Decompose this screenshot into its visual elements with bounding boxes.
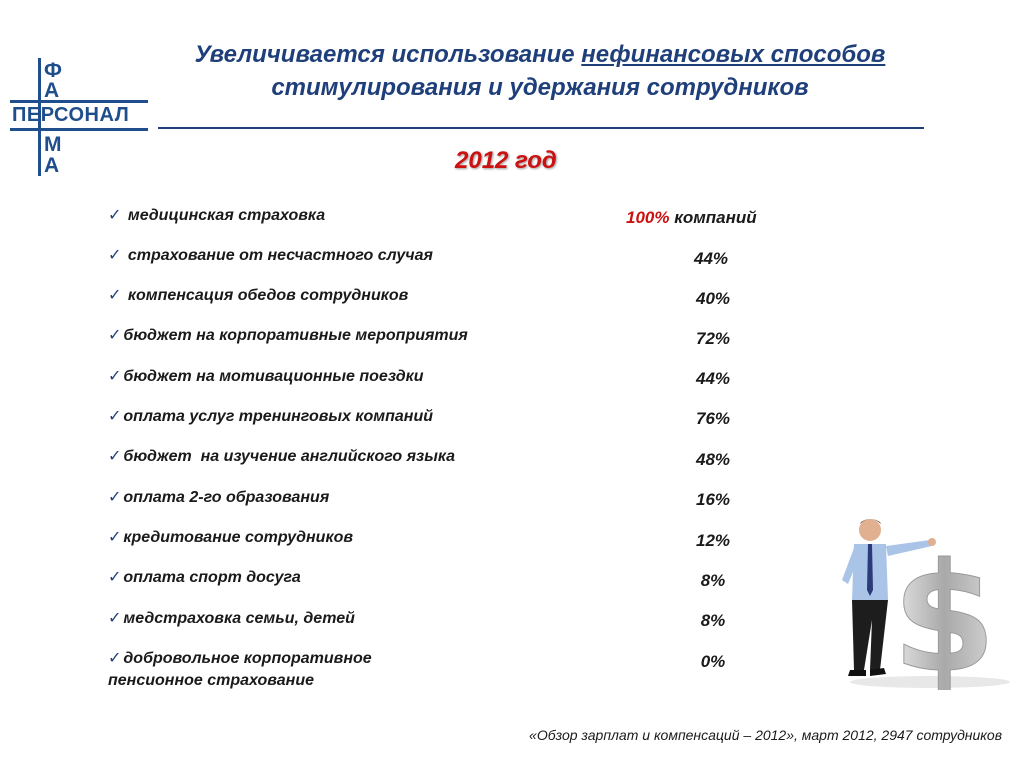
list-item: ✓ бюджет на корпоративные мероприятия: [108, 325, 578, 347]
item-value: 48%: [695, 450, 731, 469]
item-label: страхование от несчастного случая: [127, 247, 433, 264]
check-icon: ✓: [108, 327, 122, 344]
item-label: кредитование сотрудников: [123, 529, 353, 546]
item-value: 72%: [695, 329, 731, 348]
item-value: 16%: [695, 490, 731, 509]
logo-bottom-bar: [10, 128, 148, 131]
check-icon: ✓: [108, 610, 122, 627]
item-value: 76%: [695, 409, 731, 428]
item-label: бюджет на мотивационные поездки: [123, 368, 424, 385]
list-item: ✓ оплата услуг тренинговых компаний: [108, 406, 578, 428]
list-item: ✓ кредитование сотрудников: [108, 527, 578, 549]
list-item: ✓ добровольное корпоративное пенсионное ст…: [108, 648, 578, 692]
check-icon: ✓: [108, 247, 122, 264]
logo-letter-1: Ф: [44, 59, 62, 82]
title-line2: стимулирования и удержания сотрудников: [271, 74, 809, 101]
logo-word: ПЕРСОНАЛ: [12, 104, 130, 126]
check-icon: ✓: [108, 448, 122, 465]
logo-letter-4: А: [44, 154, 60, 177]
item-value: 0%: [700, 652, 726, 671]
item-value: 40%: [695, 289, 731, 308]
item-label-continued: пенсионное страхование: [108, 672, 314, 689]
logo-vertical-bar: [38, 58, 41, 176]
item-label: компенсация обедов сотрудников: [127, 287, 409, 304]
item-value: 44%: [695, 369, 731, 388]
check-icon: ✓: [108, 529, 122, 546]
item-value: 8%: [700, 571, 726, 590]
check-icon: ✓: [108, 569, 122, 586]
list-item: ✓ бюджет на изучение английского языка: [108, 446, 578, 468]
item-label: бюджет на изучение английского языка: [123, 448, 456, 465]
check-icon: ✓: [108, 207, 122, 224]
list-item: ✓ медстраховка семьи, детей: [108, 608, 578, 630]
list-item: ✓ оплата спорт досуга: [108, 567, 578, 589]
item-value: 100% компаний: [626, 208, 806, 228]
title-part1: Увеличивается использование: [194, 41, 582, 68]
year-heading: 2012 год: [455, 147, 557, 174]
list-item: ✓ страхование от несчастного случая: [108, 245, 578, 267]
logo-top-bar: [10, 100, 148, 103]
check-icon: ✓: [108, 650, 122, 667]
check-icon: ✓: [108, 368, 122, 385]
item-label: бюджет на корпоративные мероприятия: [123, 327, 468, 344]
check-icon: ✓: [108, 287, 122, 304]
businessman-dollar-icon: $: [842, 519, 1010, 690]
page-title: Увеличивается использование нефинансовых…: [110, 38, 970, 104]
item-label: медицинская страховка: [127, 207, 326, 224]
svg-text:$: $: [892, 532, 996, 690]
list-item: ✓ компенсация обедов сотрудников: [108, 285, 578, 307]
logo: Ф А ПЕРСОНАЛ М А: [10, 58, 150, 176]
item-label: оплата спорт досуга: [123, 569, 301, 586]
item-value-unit: компаний: [669, 208, 757, 227]
check-icon: ✓: [108, 408, 122, 425]
item-value: 12%: [695, 531, 731, 550]
title-divider: [158, 127, 924, 129]
item-value: 44%: [693, 249, 729, 268]
logo-letter-3: М: [44, 133, 62, 156]
check-icon: ✓: [108, 489, 122, 506]
item-label: добровольное корпоративное: [123, 650, 372, 667]
list-item: ✓ бюджет на мотивационные поездки: [108, 366, 578, 388]
item-label: оплата услуг тренинговых компаний: [123, 408, 433, 425]
list-item: ✓ оплата 2-го образования: [108, 487, 578, 509]
item-label: медстраховка семьи, детей: [123, 610, 355, 627]
item-label: оплата 2-го образования: [123, 489, 330, 506]
item-value-highlight: 100%: [626, 208, 670, 227]
list-item: ✓ медицинская страховка: [108, 205, 578, 227]
source-note: «Обзор зарплат и компенсаций – 2012», ма…: [529, 727, 1002, 743]
logo-letter-2: А: [44, 79, 60, 102]
title-underlined: нефинансовых способов: [581, 41, 886, 68]
item-value: 8%: [700, 611, 726, 630]
